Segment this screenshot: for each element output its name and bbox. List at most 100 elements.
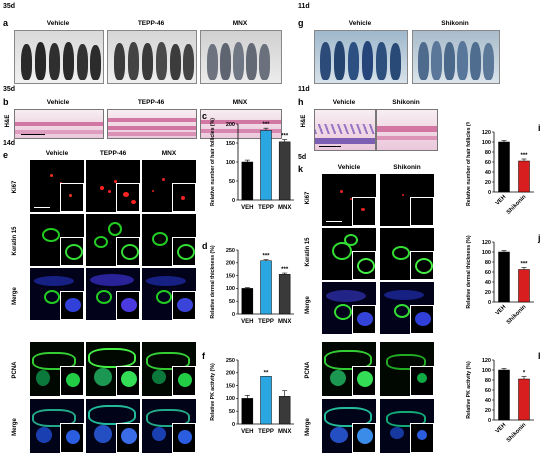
chart-i-bar-shikonin — [518, 160, 530, 193]
he-image-h-vehicle — [314, 109, 376, 151]
panel-e-time: 14d — [3, 140, 16, 147]
keratin15-image-k-vehicle — [322, 228, 376, 280]
chart-c-ytick-label-1: 50 — [229, 179, 235, 185]
chart-f-xlabel-veh: VEH — [241, 429, 253, 435]
chart-i-xlabel-shikonin: Shikonin — [506, 194, 528, 216]
chart-l-xlabel-veh: VEH — [495, 422, 508, 435]
chart-j-ytick-label-5: 100 — [482, 250, 491, 256]
pcna-row-label-right: PCNA — [305, 361, 311, 379]
chart-j-ylabel: Relative dermal thickness (%) — [466, 235, 472, 309]
panel-k-col-vehicle: Vehicle — [337, 164, 361, 171]
chart-f-letter: f — [202, 351, 206, 361]
chart-d-ytick-label-2: 100 — [226, 286, 235, 292]
panel-b-col-tepp46: TEPP-46 — [137, 99, 165, 106]
chart-f-xlabel-mnx: MNX — [278, 429, 291, 435]
panel-h-col-shikonin: Shikonin — [392, 99, 420, 106]
chart-l-ytick-label-3: 60 — [485, 388, 491, 394]
panel-k-row-merge: Merge — [305, 296, 311, 314]
chart-j-ytick-label-1: 20 — [485, 290, 491, 296]
panel-h-col-vehicle: Vehicle — [332, 99, 356, 106]
chart-l-ytick-label-5: 100 — [482, 368, 491, 374]
chart-l: l Relative PK activity (%) 0 20 40 60 80 100 120… — [466, 351, 541, 444]
chart-d-ytick-label-3: 150 — [226, 273, 235, 279]
chart-j-xlabel-shikonin: Shikonin — [506, 304, 528, 326]
chart-c-xlabel-tepp: TEPP — [258, 205, 274, 211]
mouse-photo-g-shikonin — [412, 30, 500, 84]
chart-c-letter: c — [202, 111, 207, 121]
chart-i-ytick-label-3: 60 — [485, 160, 491, 166]
chart-i-ytick-label-2: 40 — [485, 170, 491, 176]
panel-a-col-mnx: MNX — [232, 20, 248, 27]
he-image-h-shikonin — [376, 109, 438, 151]
pcna-image-k-shikonin — [380, 342, 434, 396]
panel-k-letter: k — [298, 164, 304, 174]
pcna-image-mnx — [142, 342, 196, 396]
chart-f-sig-tepp: ** — [264, 370, 269, 376]
pcna-merge-image-k-vehicle — [322, 399, 376, 453]
chart-j-bar-shikonin — [518, 269, 530, 303]
panel-k-time: 5d — [298, 154, 307, 161]
ki67-image-tepp46 — [86, 160, 140, 212]
panel-e-col-tepp46: TEPP-46 — [99, 150, 127, 157]
panel-e-col-vehicle: Vehicle — [45, 150, 69, 157]
chart-d-sig-mnx: *** — [281, 267, 289, 273]
chart-i-ytick-label-0: 0 — [488, 190, 491, 196]
pcna-merge-row-label-right: Merge — [305, 418, 311, 436]
ki67-image-mnx — [142, 160, 196, 212]
pcna-merge-row-label-left: Merge — [12, 418, 18, 436]
chart-f-ytick-label-1: 50 — [229, 409, 235, 415]
chart-c-ytick-label-2: 100 — [226, 160, 235, 166]
chart-d-xlabel-mnx: MNX — [278, 319, 291, 325]
panel-a-col-vehicle: Vehicle — [46, 20, 70, 27]
chart-j-xlabel-veh: VEH — [495, 304, 508, 317]
ki67-image-k-vehicle — [322, 174, 376, 226]
chart-l-bar-shikonin — [518, 378, 530, 421]
he-image-tepp46 — [107, 109, 197, 139]
chart-f-bar-veh — [241, 398, 254, 425]
chart-f-ytick-label-5: 250 — [226, 358, 235, 364]
chart-f-ylabel: Relative PK activity (%) — [210, 363, 216, 421]
chart-j-ytick-label-0: 0 — [488, 300, 491, 306]
chart-c-bar-tepp — [260, 130, 272, 201]
chart-i: i Relative number of hair follicles (%) 0 2… — [466, 122, 541, 216]
chart-f-ytick-label-4: 200 — [226, 371, 235, 377]
chart-l-ytick-label-6: 120 — [482, 358, 491, 364]
chart-i-ytick-label-4: 80 — [485, 150, 491, 156]
chart-d-bar-tepp — [260, 260, 272, 315]
mouse-photo-mnx — [200, 30, 282, 84]
pcna-merge-image-tepp46 — [86, 399, 140, 453]
chart-j-ytick-label-3: 60 — [485, 270, 491, 276]
panel-e-letter: e — [3, 150, 9, 160]
chart-d-ytick-label-1: 50 — [229, 299, 235, 305]
chart-i-ytick-label-1: 20 — [485, 180, 491, 186]
chart-j-ytick-label-2: 40 — [485, 280, 491, 286]
pcna-row-label-left: PCNA — [12, 361, 18, 379]
chart-f-ytick-label-0: 0 — [232, 422, 235, 428]
chart-j-sig-shikonin: *** — [520, 262, 528, 268]
panel-k-row-keratin15: Keratin 15 — [305, 237, 311, 267]
chart-c-ytick-label-3: 150 — [226, 141, 235, 147]
panel-k-row-ki67: Ki67 — [305, 191, 311, 205]
merge-image-k-shikonin — [380, 282, 434, 334]
chart-d-xlabel-veh: VEH — [241, 319, 253, 325]
chart-d-letter: d — [202, 241, 208, 251]
chart-i-ytick-label-6: 120 — [482, 130, 491, 136]
chart-j-bar-veh — [498, 251, 510, 303]
chart-l-bar-veh — [498, 369, 510, 421]
merge-image-tepp46 — [86, 268, 140, 320]
chart-i-xlabel-veh: VEH — [495, 194, 508, 207]
chart-d-ytick-label-0: 0 — [232, 312, 235, 318]
chart-l-ylabel: Relative PK activity (%) — [466, 361, 472, 419]
chart-c-ytick-label-4: 200 — [226, 122, 235, 128]
chart-l-letter: l — [538, 351, 541, 361]
panel-g-col-shikonin: Shikonin — [441, 20, 469, 27]
chart-f-bar-mnx — [278, 396, 291, 425]
chart-f-ytick-label-2: 100 — [226, 396, 235, 402]
panel-a-time: 35d — [3, 3, 16, 10]
panel-b-col-mnx: MNX — [232, 99, 248, 106]
panel-a-letter: a — [3, 18, 9, 28]
chart-j-ytick-label-6: 120 — [482, 240, 491, 246]
chart-d-xlabel-tepp: TEPP — [258, 319, 274, 325]
keratin15-image-k-shikonin — [380, 228, 434, 280]
chart-d-ytick-label-5: 250 — [226, 248, 235, 254]
